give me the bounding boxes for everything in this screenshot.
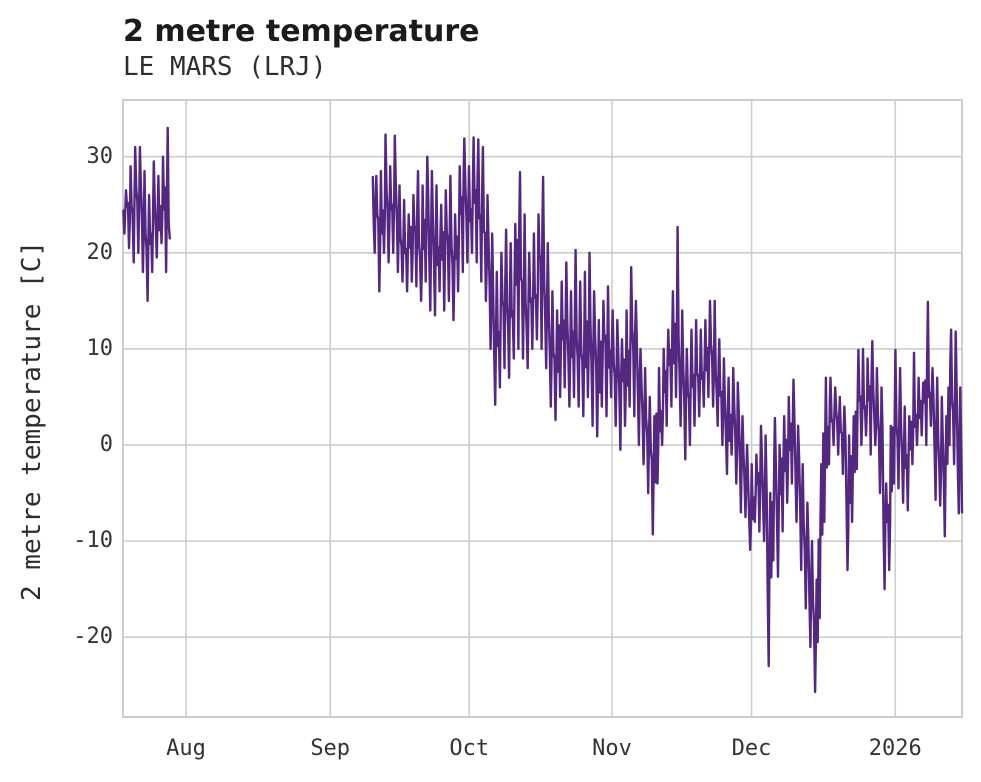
- y-tick-label: 20: [86, 239, 114, 265]
- y-tick-label: -10: [73, 528, 113, 554]
- x-tick-label: Oct: [449, 736, 490, 761]
- y-tick-label: 10: [86, 335, 114, 361]
- x-tick-label: 2026: [868, 736, 922, 761]
- station-name-subtitle: LE MARS (LRJ): [123, 52, 327, 82]
- plot-border: [122, 99, 963, 718]
- y-tick-label: -20: [73, 624, 113, 650]
- x-tick-label: Sep: [310, 736, 351, 761]
- chart-title: 2 metre temperature: [123, 14, 480, 49]
- x-tick-label: Nov: [592, 736, 632, 761]
- y-tick-label: 30: [86, 143, 114, 169]
- x-tick-label: Dec: [731, 736, 772, 761]
- y-tick-label: 0: [99, 432, 113, 458]
- x-tick-label: Aug: [166, 736, 206, 761]
- temperature-line-sep-to-jan-segment: [371, 133, 964, 694]
- temperature-line-late-july-segment: [122, 126, 171, 303]
